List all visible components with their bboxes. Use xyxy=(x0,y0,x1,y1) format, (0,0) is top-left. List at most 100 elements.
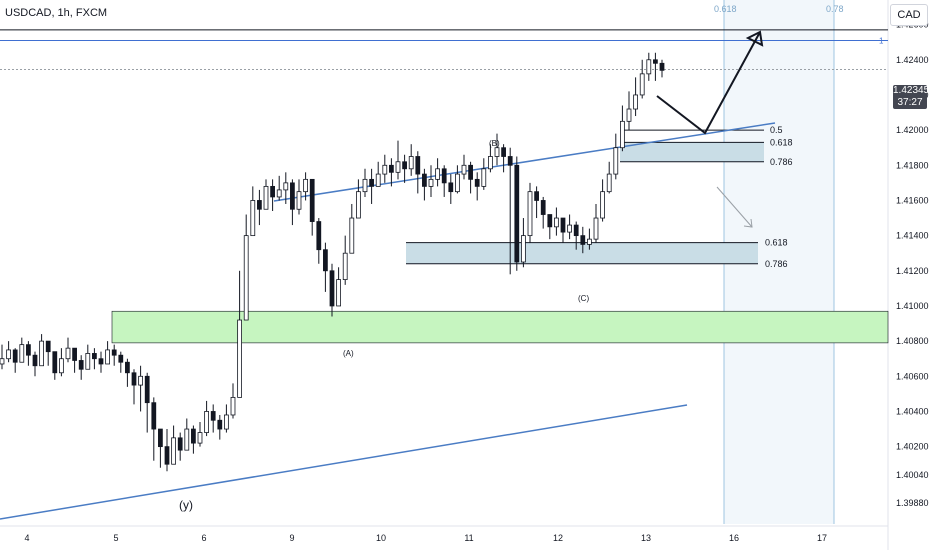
candle-down xyxy=(125,361,130,374)
y-tick-label: 1.42400 xyxy=(896,55,929,65)
fib-level-label: 0.618 xyxy=(770,137,793,147)
candle-down xyxy=(32,354,38,367)
candle-down xyxy=(151,402,157,430)
candle-down xyxy=(118,354,124,363)
candle-down xyxy=(191,428,196,444)
x-tick-label: 16 xyxy=(729,533,739,543)
upper-trendline xyxy=(273,122,776,202)
downside-arrowhead xyxy=(743,218,753,228)
currency-button[interactable]: CAD xyxy=(890,4,928,26)
candle-down xyxy=(144,375,150,404)
y-tick-label: 1.41000 xyxy=(896,301,929,311)
x-tick-label: 13 xyxy=(641,533,651,543)
candle-up xyxy=(521,235,526,263)
candle-down xyxy=(210,411,216,421)
candle-down xyxy=(389,164,394,173)
candle-down xyxy=(290,182,295,210)
candle-up xyxy=(342,252,348,280)
candle-up xyxy=(85,353,91,370)
candle-down xyxy=(92,353,97,360)
x-tick-label: 9 xyxy=(289,533,294,543)
candle-down xyxy=(501,147,506,157)
candle-up xyxy=(0,358,5,365)
candle-up xyxy=(600,191,605,219)
candle-up xyxy=(336,279,341,307)
candle-up xyxy=(567,224,572,233)
candle-down xyxy=(402,161,407,170)
candle-down xyxy=(111,349,117,356)
candle-up xyxy=(230,396,236,416)
wave-label-a: (A) xyxy=(343,349,354,358)
candle-up xyxy=(408,156,414,170)
candle-down xyxy=(329,270,335,307)
x-tick-label: 11 xyxy=(464,533,473,543)
candle-down xyxy=(653,59,658,64)
x-tick-label: 5 xyxy=(113,533,118,543)
lower-trendline xyxy=(0,404,688,520)
candle-up xyxy=(184,428,190,451)
x-tick-label: 17 xyxy=(817,533,827,543)
candle-up xyxy=(237,319,242,398)
candle-up xyxy=(138,375,143,386)
candle-down xyxy=(270,185,275,198)
candle-down xyxy=(257,200,262,210)
candle-up xyxy=(283,182,289,191)
last-price-value: 1.42345 xyxy=(893,85,930,96)
candle-up xyxy=(435,168,440,180)
candle-up xyxy=(303,178,308,193)
y-tick-label: 1.40600 xyxy=(896,371,929,381)
wave-label-y: (y) xyxy=(179,498,193,512)
candle-down xyxy=(540,200,546,215)
candle-down xyxy=(52,351,58,374)
y-tick-label: 1.40040 xyxy=(896,470,929,480)
candle-up xyxy=(19,344,25,363)
hline-marker: 1 xyxy=(879,36,884,45)
fib-level-label: 0.786 xyxy=(770,157,793,167)
x-tick-label: 10 xyxy=(376,533,386,543)
candle-up xyxy=(587,238,592,245)
candle-up xyxy=(639,73,645,96)
fib-level-label: 0.786 xyxy=(765,259,788,269)
candle-down xyxy=(534,191,539,201)
candle-up xyxy=(356,191,361,219)
projection-path xyxy=(656,31,761,135)
candle-down xyxy=(98,358,104,365)
candle-up xyxy=(606,173,612,193)
candle-down xyxy=(514,164,520,263)
candle-down xyxy=(448,182,454,193)
x-tick-label: 6 xyxy=(201,533,206,543)
candle-up xyxy=(646,59,652,75)
candle-up xyxy=(395,161,401,173)
candle-down xyxy=(12,349,18,363)
candle-down xyxy=(415,156,421,175)
candle-down xyxy=(131,372,137,386)
candle-up xyxy=(296,191,302,210)
candle-down xyxy=(45,340,51,353)
candle-up xyxy=(613,147,619,175)
candle-down xyxy=(441,168,447,184)
symbol-title[interactable]: USDCAD, 1h, FXCM xyxy=(5,7,108,19)
candle-up xyxy=(554,217,559,228)
y-tick-label: 1.41400 xyxy=(896,231,929,241)
candle-up xyxy=(620,120,625,149)
candle-up xyxy=(59,358,64,374)
y-tick-label: 1.39880 xyxy=(896,498,929,508)
candle-up xyxy=(250,200,256,237)
candle-up xyxy=(593,217,599,240)
candle-up xyxy=(349,217,355,254)
wave-label-b: (B) xyxy=(489,139,500,148)
candle-up xyxy=(204,411,209,433)
fib-time-label: 0.618 xyxy=(714,4,737,14)
candle-down xyxy=(316,221,322,251)
candle-down xyxy=(573,224,579,237)
candle-up xyxy=(494,147,500,157)
candle-up xyxy=(428,178,434,187)
candle-up xyxy=(626,108,632,122)
candle-down xyxy=(309,178,315,222)
y-tick-label: 1.41800 xyxy=(896,160,929,170)
candle-up xyxy=(362,178,368,193)
candle-down xyxy=(217,419,223,430)
candle-up xyxy=(375,173,381,187)
candle-up xyxy=(263,185,269,210)
